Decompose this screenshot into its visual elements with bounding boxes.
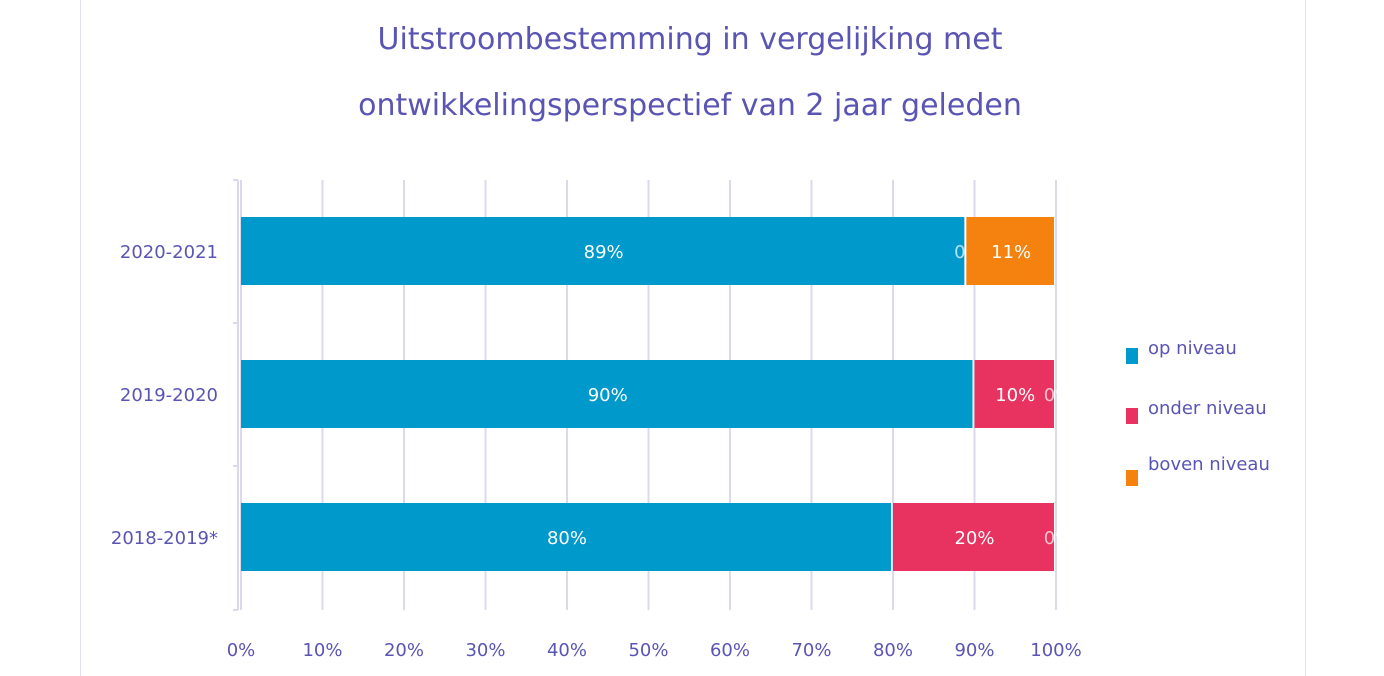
x-tick-label: 90% <box>954 640 994 661</box>
category-label: 2018-2019* <box>111 528 218 549</box>
x-tick-label: 0% <box>227 640 256 661</box>
data-label: 11% <box>991 242 1031 263</box>
x-tick-label: 40% <box>547 640 587 661</box>
legend-swatch-onder-niveau <box>1126 408 1138 424</box>
bar-segment <box>974 360 1054 428</box>
legend-label-op-niveau: op niveau <box>1148 338 1237 359</box>
x-tick-label: 70% <box>791 640 831 661</box>
x-tick-label: 30% <box>465 640 505 661</box>
chart-title-line-1: Uitstroombestemming in vergelijking met <box>377 22 1003 57</box>
legend-label-boven-niveau: boven niveau <box>1148 454 1270 475</box>
legend-swatch-boven-niveau <box>1126 470 1138 486</box>
data-label: 20% <box>954 528 994 549</box>
category-label: 2020-2021 <box>120 242 218 263</box>
x-tick-label: 10% <box>302 640 342 661</box>
bar-segment <box>241 503 891 571</box>
data-label: 90% <box>588 385 628 406</box>
x-tick-label: 50% <box>628 640 668 661</box>
data-label: 89% <box>584 242 624 263</box>
x-tick-label: 100% <box>1030 640 1081 661</box>
data-label: 0% <box>1044 385 1073 406</box>
bar-segment <box>893 503 1054 571</box>
legend-swatch-op-niveau <box>1126 348 1138 364</box>
chart-title-line-2: ontwikkelingsperspectief van 2 jaar gele… <box>358 88 1022 123</box>
bar-segment <box>241 360 973 428</box>
x-tick-label: 60% <box>710 640 750 661</box>
x-tick-label: 80% <box>873 640 913 661</box>
data-label: 10% <box>995 385 1035 406</box>
bar-segment <box>966 217 1054 285</box>
data-label: 80% <box>547 528 587 549</box>
category-label: 2019-2020 <box>120 385 218 406</box>
legend-label-onder-niveau: onder niveau <box>1148 398 1267 419</box>
chart-frame <box>80 0 1306 676</box>
bar-segment <box>241 217 965 285</box>
data-label: 0% <box>1044 528 1073 549</box>
x-tick-label: 20% <box>384 640 424 661</box>
